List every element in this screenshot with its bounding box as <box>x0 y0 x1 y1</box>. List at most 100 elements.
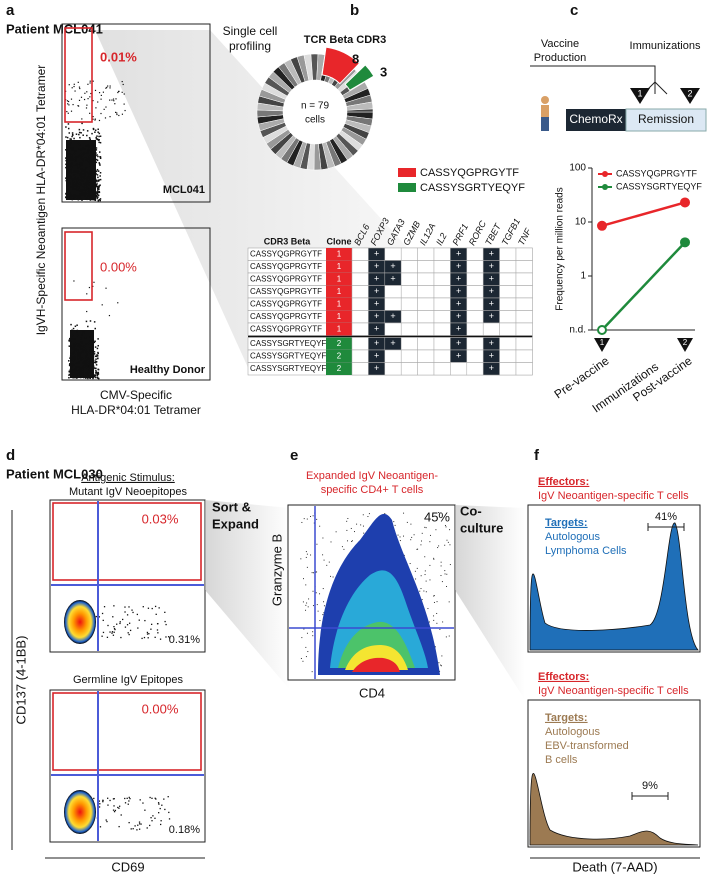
event-dot <box>83 376 85 379</box>
plot-title: specific CD4+ T cells <box>321 484 424 496</box>
cell <box>400 362 418 376</box>
event-dot <box>74 348 76 351</box>
clone-cell <box>326 323 352 336</box>
event-dot <box>97 187 99 190</box>
event-dot <box>94 178 97 181</box>
panel-letter: b <box>350 2 359 19</box>
event-dot <box>98 151 101 153</box>
event-dot <box>75 196 78 199</box>
event-dot <box>84 152 87 154</box>
event-dot <box>88 147 91 150</box>
event-dot <box>67 182 69 184</box>
event-dot <box>70 98 73 100</box>
cell <box>499 337 517 351</box>
cell-mark: + <box>489 274 494 284</box>
targets-line: Autologous <box>545 726 601 738</box>
cell <box>515 247 533 261</box>
event-dot <box>76 334 79 337</box>
event-dot <box>73 198 75 200</box>
event-dot <box>76 366 79 368</box>
event-dot <box>425 527 427 529</box>
event-dot <box>90 165 93 168</box>
event-dot <box>117 302 119 304</box>
event-dot <box>116 113 118 116</box>
cell <box>466 285 484 299</box>
event-dot <box>70 373 72 375</box>
event-dot <box>168 811 170 814</box>
event-dot <box>78 131 81 134</box>
event-dot <box>92 115 94 118</box>
event-dot <box>94 199 97 202</box>
event-dot <box>113 626 115 628</box>
event-dot <box>93 145 95 148</box>
event-dot <box>109 85 111 87</box>
event-dot <box>305 584 307 586</box>
event-dot <box>420 575 422 577</box>
step-label: Expand <box>212 516 259 531</box>
event-dot <box>90 177 92 179</box>
event-dot <box>85 362 87 364</box>
event-dot <box>83 152 85 155</box>
event-dot <box>69 147 72 149</box>
event-dot <box>122 618 124 621</box>
event-dot <box>439 512 441 514</box>
event-dot <box>72 103 74 106</box>
event-dot <box>72 372 75 374</box>
event-dot <box>88 192 90 194</box>
event-dot <box>94 89 97 92</box>
event-dot <box>124 606 126 608</box>
cell <box>499 247 517 261</box>
cell <box>351 247 369 261</box>
event-dot <box>74 342 77 345</box>
event-dot <box>98 135 100 138</box>
event-dot <box>439 628 441 630</box>
event-dot <box>420 588 422 590</box>
event-dot <box>85 198 87 200</box>
event-dot <box>78 99 81 101</box>
legend-label: CASSYQGPRGYTF <box>420 167 519 179</box>
legend-label: CASSYSGRTYEQYF <box>420 182 525 194</box>
event-dot <box>83 349 85 351</box>
event-dot <box>94 327 97 330</box>
event-dot <box>302 601 304 603</box>
cell-mark: + <box>489 299 494 309</box>
event-dot <box>434 646 436 648</box>
event-dot <box>448 635 450 637</box>
coculture-band <box>455 505 525 700</box>
event-dot <box>77 81 79 83</box>
event-dot <box>85 350 88 353</box>
event-dot <box>89 340 92 342</box>
event-dot <box>80 152 83 155</box>
cell-mark: + <box>489 286 494 296</box>
event-dot <box>111 632 113 634</box>
event-dot <box>80 132 82 134</box>
event-dot <box>72 356 74 358</box>
event-dot <box>73 195 76 197</box>
cdr3: CASSYQGPRGYTF <box>250 324 322 333</box>
legend-label: CASSYQGPRGYTF <box>616 168 698 178</box>
cell <box>515 322 533 336</box>
event-dot <box>91 171 94 174</box>
event-dot <box>413 534 415 536</box>
event-dot <box>93 181 95 184</box>
event-dot <box>72 147 74 150</box>
event-dot <box>306 632 308 634</box>
event-dot <box>88 363 91 366</box>
step-label: Sort & <box>212 499 251 514</box>
cdr3: CASSYQGPRGYTF <box>250 299 322 308</box>
event-dot <box>317 610 319 612</box>
event-dot <box>146 827 148 829</box>
event-dot <box>71 159 74 161</box>
event-dot <box>136 613 139 616</box>
event-dot <box>78 86 81 88</box>
event-dot <box>73 188 76 190</box>
event-dot <box>114 809 117 812</box>
clone-cell <box>326 362 352 375</box>
event-dot <box>95 152 97 154</box>
event-dot <box>151 607 153 610</box>
event-dot <box>76 329 79 332</box>
event-dot <box>119 805 121 807</box>
cell <box>400 297 418 311</box>
event-dot <box>119 622 121 625</box>
event-dot <box>91 161 94 164</box>
